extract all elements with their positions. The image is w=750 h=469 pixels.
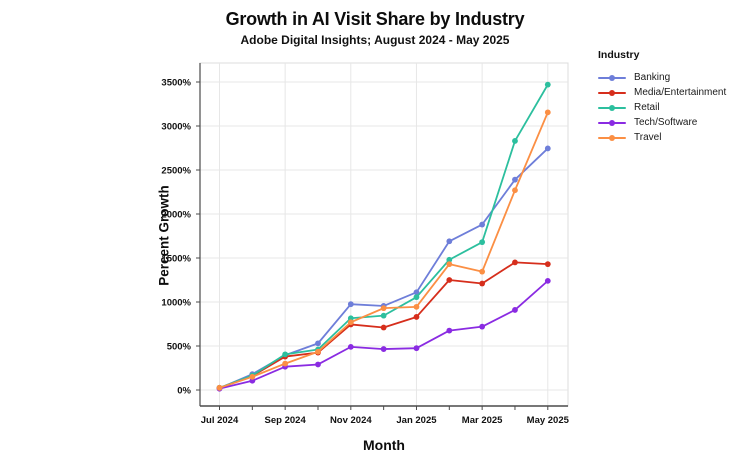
data-point-tech-software bbox=[413, 345, 420, 352]
x-tick-label: Jan 2025 bbox=[396, 415, 437, 426]
x-tick-label: Sep 2024 bbox=[265, 415, 307, 426]
data-point-tech-software bbox=[315, 361, 321, 368]
data-point-travel bbox=[413, 303, 420, 310]
y-tick-label: 2500% bbox=[161, 166, 191, 177]
data-point-media-entertainment bbox=[380, 324, 387, 331]
x-axis-title: Month bbox=[363, 437, 405, 453]
legend-swatch-icon bbox=[598, 73, 626, 83]
data-point-travel bbox=[446, 261, 453, 268]
plot-border bbox=[199, 62, 569, 407]
series-line-retail bbox=[218, 83, 549, 389]
data-point-travel bbox=[347, 319, 354, 326]
data-point-media-entertainment bbox=[446, 277, 453, 283]
legend-swatch-icon bbox=[598, 118, 626, 128]
y-tick-label: 3500% bbox=[161, 78, 191, 89]
data-point-media-entertainment bbox=[479, 280, 486, 287]
legend: Industry Banking Media/Entertainment Retai… bbox=[598, 49, 748, 145]
y-tick-label: 0% bbox=[177, 386, 191, 397]
data-point-banking bbox=[413, 289, 420, 296]
data-point-tech-software bbox=[479, 323, 486, 330]
data-point-retail bbox=[446, 256, 453, 263]
chart-title: Growth in AI Visit Share by Industry bbox=[225, 9, 525, 29]
legend-label: Banking bbox=[634, 72, 671, 83]
data-point-travel bbox=[512, 187, 518, 194]
data-point-media-entertainment bbox=[544, 261, 551, 268]
data-point-retail bbox=[544, 81, 551, 88]
data-point-banking bbox=[446, 238, 453, 245]
y-tick-label: 1000% bbox=[161, 298, 191, 309]
data-point-travel bbox=[380, 305, 387, 312]
legend-swatch-icon bbox=[598, 103, 626, 113]
data-point-travel bbox=[479, 268, 486, 275]
data-point-travel bbox=[282, 360, 289, 367]
data-point-travel bbox=[216, 384, 223, 391]
data-point-tech-software bbox=[512, 307, 518, 313]
data-point-retail bbox=[479, 239, 486, 246]
x-tick-label: Jul 2024 bbox=[201, 415, 239, 426]
legend-label: Tech/Software bbox=[634, 117, 698, 128]
legend-entry-travel: Travel bbox=[598, 130, 748, 145]
legend-entries: Banking Media/Entertainment Retail Tech/Sof… bbox=[598, 70, 748, 145]
data-point-tech-software bbox=[544, 277, 551, 284]
legend-entry-tech-software: Tech/Software bbox=[598, 115, 748, 130]
data-point-tech-software bbox=[347, 343, 354, 350]
data-point-banking bbox=[512, 176, 518, 183]
data-point-travel bbox=[249, 373, 256, 380]
series-line-banking bbox=[218, 147, 549, 390]
x-tick-label: May 2025 bbox=[527, 415, 570, 426]
legend-title: Industry bbox=[598, 49, 640, 61]
legend-label: Travel bbox=[634, 132, 662, 143]
legend-label: Retail bbox=[634, 102, 660, 113]
legend-entry-media-entertainment: Media/Entertainment bbox=[598, 85, 748, 100]
data-point-retail bbox=[512, 138, 518, 144]
data-point-banking bbox=[544, 145, 551, 152]
data-point-tech-software bbox=[380, 346, 387, 352]
legend-swatch-icon bbox=[598, 133, 626, 143]
y-tick-label: 2000% bbox=[161, 210, 191, 221]
y-tick-label: 3000% bbox=[161, 122, 191, 133]
data-point-banking bbox=[479, 221, 486, 228]
x-tick-label: Mar 2025 bbox=[462, 415, 503, 426]
chart-subtitle: Adobe Digital Insights; August 2024 - Ma… bbox=[240, 33, 510, 47]
data-point-media-entertainment bbox=[512, 259, 518, 266]
data-point-retail bbox=[282, 351, 289, 358]
data-point-retail bbox=[380, 312, 387, 319]
data-point-banking bbox=[347, 301, 354, 308]
data-point-tech-software bbox=[446, 327, 453, 334]
legend-entry-banking: Banking bbox=[598, 70, 748, 85]
y-tick-label: 1500% bbox=[161, 254, 191, 265]
data-point-media-entertainment bbox=[413, 314, 420, 320]
y-tick-label: 500% bbox=[167, 342, 192, 353]
data-point-travel bbox=[544, 109, 551, 116]
series-line-tech-software bbox=[218, 279, 549, 390]
data-point-retail bbox=[413, 294, 420, 301]
x-tick-label: Nov 2024 bbox=[330, 415, 372, 426]
data-point-banking bbox=[315, 340, 321, 347]
legend-swatch-icon bbox=[598, 88, 626, 98]
legend-entry-retail: Retail bbox=[598, 100, 748, 115]
data-point-travel bbox=[315, 348, 321, 355]
legend-label: Media/Entertainment bbox=[634, 87, 727, 98]
